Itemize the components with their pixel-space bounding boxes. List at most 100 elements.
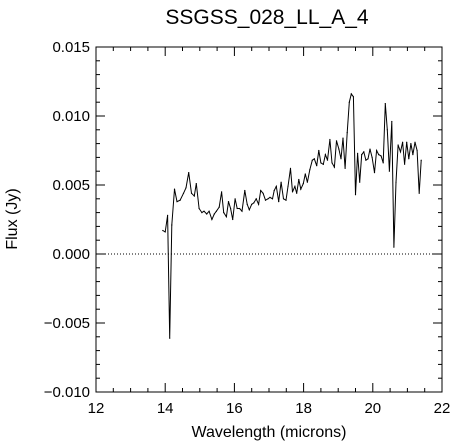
data-point <box>378 154 380 156</box>
data-point <box>269 196 271 198</box>
data-point <box>241 210 243 212</box>
data-point <box>306 181 308 183</box>
x-axis: 12 14 16 18 20 22 <box>88 47 450 417</box>
data-point <box>373 172 376 174</box>
data-point <box>354 194 357 196</box>
data-point <box>258 203 260 205</box>
data-point <box>361 154 363 156</box>
data-point <box>350 93 352 95</box>
data-point <box>384 103 386 105</box>
data-point <box>363 151 365 153</box>
data-point <box>367 158 369 160</box>
data-point <box>221 191 223 193</box>
data-point <box>412 154 414 156</box>
data-point <box>386 129 388 131</box>
data-point <box>416 149 418 152</box>
data-point <box>393 246 395 248</box>
data-point <box>406 141 408 143</box>
data-point <box>230 207 232 210</box>
x-tick-label: 16 <box>226 400 243 417</box>
data-point <box>320 162 322 164</box>
data-point <box>213 213 215 215</box>
data-point <box>338 148 340 150</box>
data-point <box>282 198 285 200</box>
data-point <box>404 163 406 165</box>
data-point <box>380 155 382 157</box>
data-point <box>313 158 315 160</box>
data-point <box>285 199 287 201</box>
data-point <box>333 166 335 168</box>
data-point <box>371 156 373 158</box>
data-point <box>182 192 185 194</box>
data-point <box>190 192 193 194</box>
data-point <box>211 218 213 221</box>
data-point <box>260 189 262 192</box>
data-point <box>273 189 275 192</box>
data-point <box>171 224 173 226</box>
data-point <box>365 159 367 161</box>
data-point <box>302 183 304 185</box>
data-point <box>357 152 359 154</box>
y-tick-label: −0.010 <box>44 384 90 401</box>
data-point <box>208 210 210 212</box>
data-point <box>352 96 354 98</box>
data-point <box>278 201 280 203</box>
data-point <box>402 141 404 143</box>
y-tick-label: 0.015 <box>52 39 90 56</box>
x-tick-label: 18 <box>295 400 312 417</box>
data-point <box>253 202 255 204</box>
data-point <box>298 178 300 181</box>
data-point <box>376 149 378 152</box>
data-point <box>262 192 264 194</box>
data-point <box>418 192 420 194</box>
y-axis: −0.010 −0.005 0.000 0.005 0.010 0.015 <box>44 39 442 401</box>
data-point <box>206 213 208 215</box>
y-tick-label: 0.010 <box>52 108 90 125</box>
data-point <box>420 159 422 161</box>
data-point <box>176 201 178 203</box>
data-point <box>203 210 205 212</box>
data-point <box>275 185 277 187</box>
data-point <box>255 198 257 200</box>
data-point <box>296 192 298 194</box>
data-points <box>162 93 422 339</box>
data-point <box>348 101 350 103</box>
data-point <box>340 158 342 160</box>
x-tick-label: 20 <box>364 400 381 417</box>
data-point <box>382 162 384 164</box>
data-point <box>408 158 410 160</box>
data-point <box>251 203 253 205</box>
data-point <box>322 163 324 165</box>
data-point <box>414 141 416 143</box>
data-point <box>331 162 333 164</box>
data-point <box>391 120 393 123</box>
data-point <box>227 201 230 203</box>
x-tick-label: 12 <box>88 400 105 417</box>
data-point <box>239 207 241 210</box>
data-point <box>223 212 225 214</box>
data-point <box>201 212 203 214</box>
plot-frame <box>95 46 443 393</box>
data-point <box>271 198 274 200</box>
y-tick-label: 0.005 <box>52 177 90 194</box>
data-point <box>397 144 399 146</box>
data-point <box>324 154 326 156</box>
data-point <box>244 189 246 192</box>
data-point <box>369 148 371 150</box>
data-point <box>162 229 164 232</box>
series-line-flux <box>162 92 422 339</box>
data-point <box>218 206 220 208</box>
data-point <box>289 167 292 169</box>
data-point <box>167 214 169 216</box>
data-point <box>318 149 320 152</box>
x-axis-label: Wavelength (microns) <box>191 424 346 441</box>
chart-title: SSGSS_028_LL_A_4 <box>165 6 368 29</box>
data-point <box>287 185 289 187</box>
data-point <box>198 207 200 210</box>
data-point <box>267 198 269 200</box>
data-point <box>311 159 313 161</box>
data-point <box>329 138 331 141</box>
data-point <box>346 132 348 134</box>
data-point <box>193 195 195 197</box>
